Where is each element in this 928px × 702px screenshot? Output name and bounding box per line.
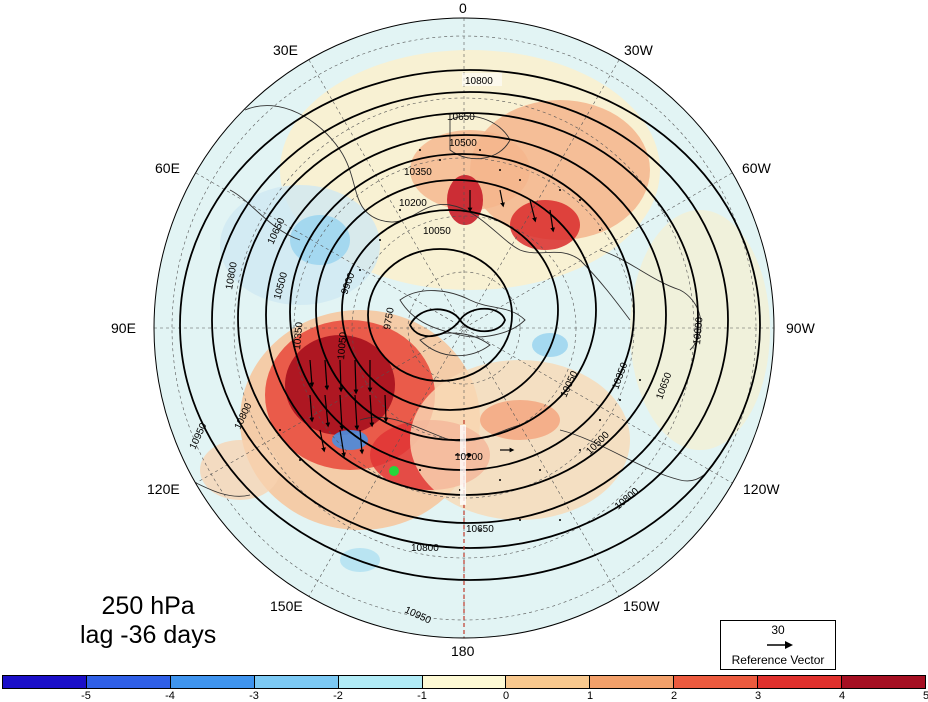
lon-label-30e: 30E (273, 42, 298, 58)
colorbar-tick-label: -1 (417, 690, 427, 702)
contour-label: 10050 (423, 226, 451, 237)
reference-arrow-icon (767, 641, 793, 649)
colorbar-cell (590, 676, 675, 688)
lon-label-60w: 60W (742, 160, 771, 176)
colorbar-tick-label: 1 (586, 690, 594, 702)
lon-label-60e: 60E (155, 160, 180, 176)
colorbar-tick-label: 2 (670, 690, 678, 702)
contour-label: 10800 (465, 76, 493, 87)
colorbar-cell (170, 676, 255, 688)
colorbar-cell (338, 676, 423, 688)
location-marker (389, 466, 399, 476)
dateline-gap (460, 425, 466, 505)
contour-label: 10350 (292, 321, 305, 350)
colorbar-tick-label: -2 (333, 690, 343, 702)
lon-label-180: 180 (451, 643, 475, 659)
contour-label: 10650 (447, 112, 475, 123)
contour-label: 10350 (404, 167, 432, 178)
contour-label: 10050 (336, 331, 349, 360)
contour-label: 10800 (692, 316, 705, 345)
lon-label-150e: 150E (270, 598, 303, 614)
colorbar-tick-label: -4 (165, 690, 175, 702)
colorbar-cell (758, 676, 843, 688)
colorbar-cell (674, 676, 759, 688)
title-lag: lag -36 days (80, 621, 217, 649)
lon-label-90e: 90E (111, 320, 136, 336)
contour-label: 10800 (224, 261, 240, 291)
figure-title: 250 hPa lag -36 days (80, 592, 216, 650)
lon-label-90w: 90W (786, 320, 815, 336)
wind-vector-dots (279, 149, 641, 531)
colorbar (2, 675, 926, 689)
colorbar-cell (86, 676, 171, 688)
colorbar-tick-label: -3 (249, 690, 259, 702)
map-disk: 10800 10650 10500 10350 10200 10050 9900… (154, 18, 774, 638)
lon-label-120w: 120W (743, 481, 780, 497)
title-level: 250 hPa (101, 592, 195, 620)
colorbar-cell (422, 676, 507, 688)
contour-label: 10800 (411, 543, 439, 554)
colorbar-tick-label: 5 (922, 690, 928, 702)
lon-label-120e: 120E (147, 481, 180, 497)
contour-label: 10650 (466, 524, 494, 535)
reference-vector-label: Reference Vector (731, 653, 825, 667)
map-boundary (153, 17, 775, 639)
contour-label: 9750 (382, 306, 397, 330)
colorbar-tick-label: 0 (502, 690, 510, 702)
colorbar-cell (254, 676, 339, 688)
colorbar-cell (506, 676, 591, 688)
lon-label-30w: 30W (624, 42, 653, 58)
contour-label: 10500 (449, 138, 477, 149)
colorbar-tick-label: 3 (754, 690, 762, 702)
wind-vectors (309, 189, 556, 458)
colorbar-tick-label: -5 (81, 690, 91, 702)
colorbar-tick-label: 4 (838, 690, 846, 702)
contour-label: 10200 (399, 198, 427, 209)
lon-label-0: 0 (459, 0, 467, 16)
contour-label: 10200 (455, 452, 483, 463)
colorbar-cell (3, 676, 87, 688)
colorbar-cell (842, 676, 925, 688)
reference-vector-value: 30 (771, 623, 785, 637)
lon-label-150w: 150W (623, 598, 660, 614)
reference-vector-box: 30 Reference Vector (720, 620, 836, 670)
